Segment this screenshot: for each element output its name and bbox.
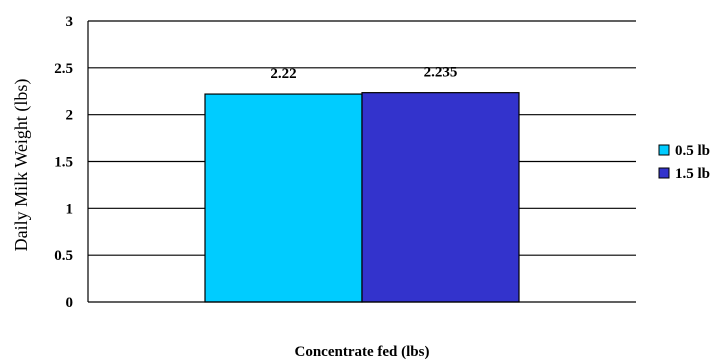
legend-swatch bbox=[658, 144, 670, 156]
y-tick-label: 2.5 bbox=[54, 61, 73, 77]
y-tick-label: 1 bbox=[66, 201, 74, 217]
bars bbox=[204, 92, 520, 303]
y-tick-label: 1.5 bbox=[54, 155, 73, 171]
legend: 0.5 lb 1.5 lb bbox=[658, 143, 710, 182]
legend-label: 1.5 lb bbox=[675, 166, 710, 182]
bar-1-5-lb bbox=[361, 92, 520, 303]
x-axis-title: Concentrate fed (lbs) bbox=[295, 344, 430, 360]
y-axis-ticks: 0 0.5 1 1.5 2 2.5 3 bbox=[54, 14, 73, 311]
y-tick-label: 2 bbox=[66, 108, 74, 124]
y-tick-label: 3 bbox=[66, 14, 74, 30]
data-labels: 2.22 2.235 bbox=[270, 65, 457, 82]
y-tick-label: 0 bbox=[66, 295, 74, 311]
legend-swatch bbox=[658, 167, 670, 179]
legend-label: 0.5 lb bbox=[675, 143, 710, 159]
data-label: 2.22 bbox=[270, 66, 296, 82]
y-axis-title: Daily Milk Weight (lbs) bbox=[11, 79, 32, 252]
y-tick-label: 0.5 bbox=[54, 248, 73, 264]
data-label: 2.235 bbox=[424, 65, 458, 81]
bar-0-5-lb bbox=[204, 93, 363, 303]
